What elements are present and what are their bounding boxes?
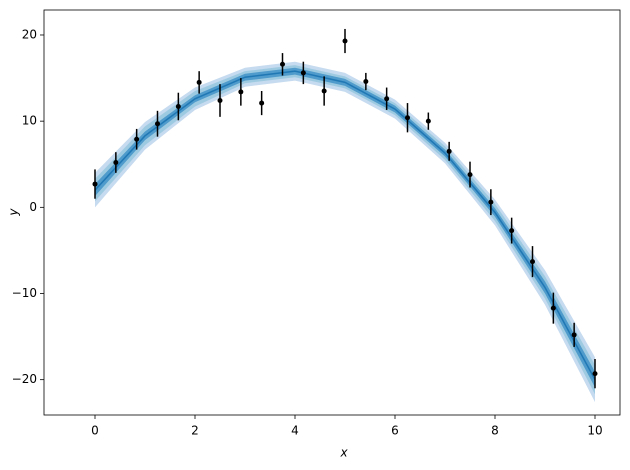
x-tick-label: 2 [191, 424, 199, 438]
y-tick-label: −20 [12, 372, 37, 386]
data-point [509, 228, 515, 234]
data-point [488, 199, 494, 205]
data-point [342, 38, 348, 44]
data-point [425, 118, 431, 124]
data-point [280, 61, 285, 67]
data-point [134, 136, 140, 142]
data-point [113, 160, 119, 166]
x-tick-label: 0 [91, 424, 99, 438]
data-point [446, 148, 452, 154]
data-point [592, 371, 598, 377]
data-point [300, 70, 306, 76]
y-axis-label: y [7, 208, 21, 217]
plot-frame [43, 9, 621, 416]
x-tick-label: 8 [491, 424, 499, 438]
x-tick-label: 4 [291, 424, 299, 438]
y-tick-label: 10 [22, 114, 37, 128]
data-point [363, 79, 369, 85]
x-tick-label: 10 [587, 424, 602, 438]
data-point [259, 100, 265, 106]
data-point [175, 104, 181, 110]
data-point [217, 97, 223, 103]
data-point [405, 115, 410, 121]
data-point [384, 96, 390, 102]
data-point [155, 121, 160, 127]
data-point [467, 172, 473, 178]
data-point [550, 305, 556, 311]
x-axis-label: x [339, 446, 348, 460]
credible-band [95, 67, 595, 388]
y-tick-label: 20 [22, 27, 37, 41]
mean-line [94, 70, 596, 381]
data-point [238, 89, 244, 95]
data-point [530, 259, 535, 265]
y-tick-label: −10 [12, 286, 37, 300]
data-point [196, 79, 202, 85]
data-point [571, 332, 577, 338]
data-point [321, 88, 327, 94]
data-point [92, 181, 98, 187]
x-tick-label: 6 [391, 424, 399, 438]
y-tick-label: 0 [29, 200, 37, 214]
